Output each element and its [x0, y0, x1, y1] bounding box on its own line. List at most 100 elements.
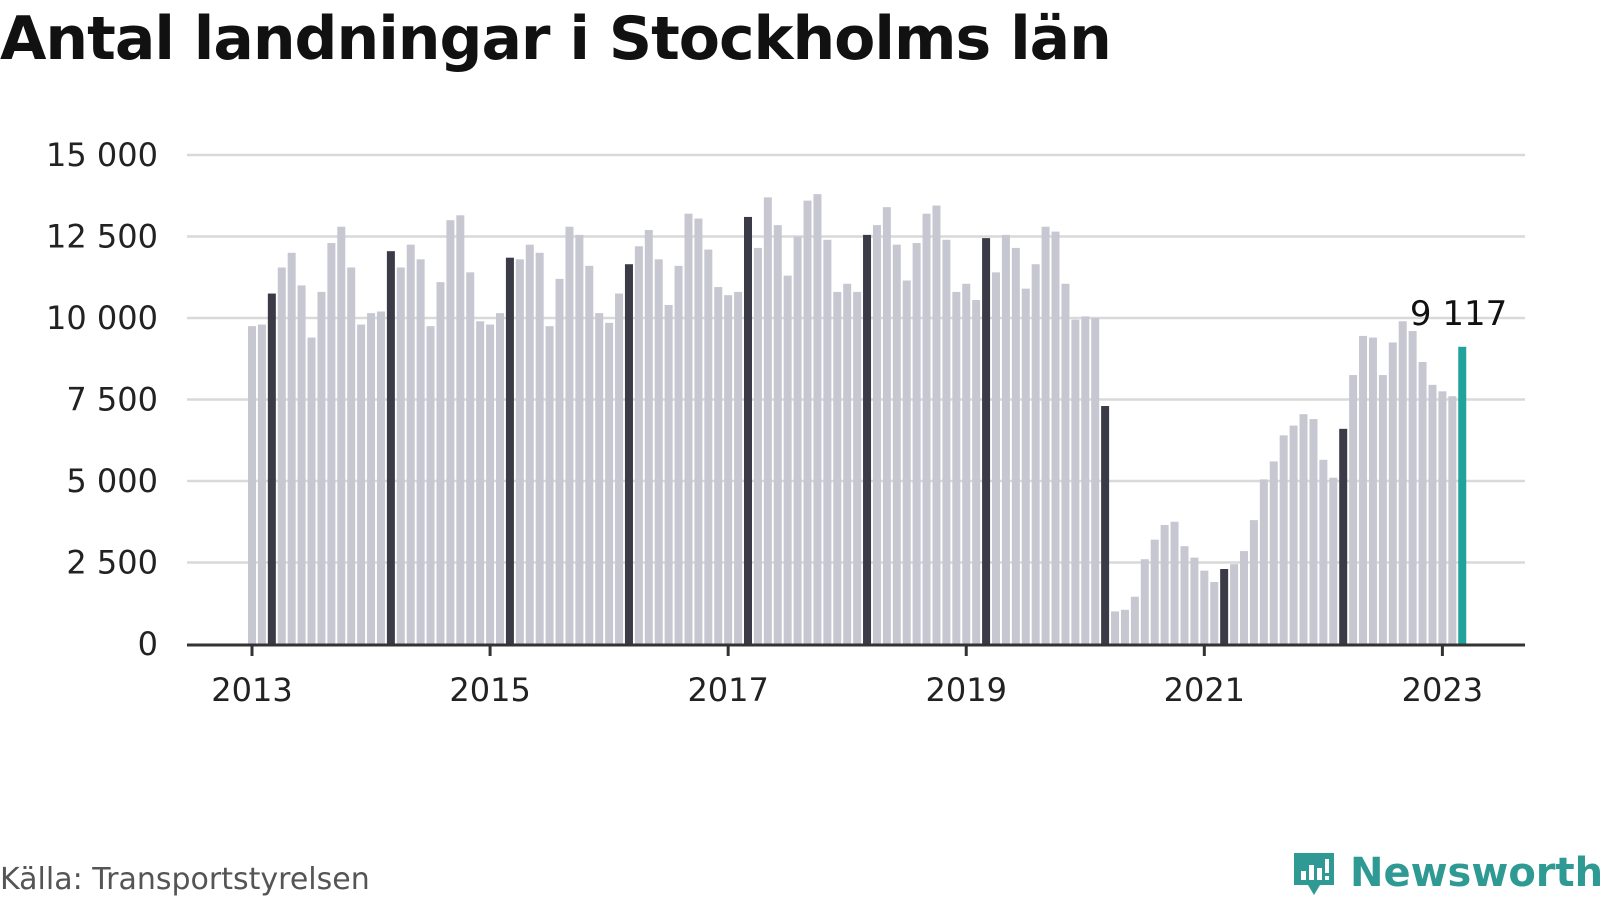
- bar: [813, 194, 822, 644]
- bar: [744, 216, 752, 644]
- bar: [624, 264, 633, 644]
- bar: [972, 300, 981, 644]
- x-tick-label: 2013: [211, 671, 292, 709]
- y-tick-label: 2 500: [66, 544, 158, 582]
- bar: [456, 215, 465, 644]
- bar: [1259, 479, 1268, 644]
- bar: [833, 291, 842, 644]
- bar: [1170, 521, 1179, 644]
- y-tick-label: 10 000: [46, 299, 158, 337]
- bar: [1001, 234, 1010, 644]
- bar: [952, 291, 961, 644]
- bar: [1101, 406, 1110, 644]
- bar: [1160, 525, 1169, 644]
- bar: [892, 244, 901, 644]
- bar: [1319, 459, 1328, 644]
- bar: [1220, 569, 1229, 644]
- bar: [555, 278, 564, 644]
- bar: [773, 225, 782, 644]
- bar: [872, 225, 881, 644]
- bar: [912, 243, 921, 644]
- bar: [416, 259, 425, 644]
- bar: [446, 220, 455, 644]
- bar: [823, 239, 832, 644]
- bar: [1071, 319, 1080, 644]
- y-tick-label: 12 500: [46, 218, 158, 256]
- bar: [1359, 335, 1368, 644]
- y-tick-label: 0: [138, 625, 158, 663]
- bar: [724, 295, 733, 644]
- bar: [1210, 582, 1219, 644]
- axes: [187, 643, 1525, 656]
- bar-series: [248, 194, 1467, 645]
- bar: [535, 252, 544, 645]
- bar: [863, 234, 872, 644]
- bar: [386, 251, 395, 645]
- bar: [1140, 559, 1149, 644]
- bar: [1388, 342, 1397, 644]
- y-tick-label: 15 000: [46, 136, 158, 174]
- bar: [882, 207, 891, 644]
- y-tick-label: 7 500: [66, 381, 158, 419]
- bar: [1051, 231, 1060, 645]
- bar: [1081, 316, 1090, 644]
- bar: [1021, 288, 1030, 644]
- bar: [515, 259, 524, 644]
- bar: [1309, 419, 1318, 644]
- bar: [992, 272, 1000, 644]
- newsworthy-chart-bubble-icon: [1294, 853, 1334, 895]
- bar: [357, 324, 366, 644]
- x-tick-label: 2023: [1402, 671, 1483, 709]
- tick-labels: 0 2 500 5 000 7 500 10 000 12 500 15 000 2013 20…: [46, 136, 1507, 709]
- bar: [257, 324, 266, 644]
- bar: [853, 291, 862, 644]
- bar: [694, 218, 703, 644]
- bar: [317, 291, 326, 644]
- brand-name: Newsworthy: [1350, 850, 1600, 896]
- bar: [367, 313, 376, 644]
- bar: [1230, 564, 1239, 644]
- bar: [734, 291, 743, 644]
- bar: [684, 213, 693, 644]
- bar: [982, 238, 991, 644]
- bar: [436, 282, 445, 644]
- bar: [902, 280, 911, 644]
- bar: [644, 229, 653, 645]
- source-note: Källa: Transportstyrelsen: [0, 862, 370, 897]
- bar: [1339, 428, 1348, 644]
- bar: [505, 257, 514, 644]
- bar: [1418, 362, 1427, 644]
- bar: [1398, 321, 1407, 644]
- bar: [1448, 396, 1457, 644]
- bar: [1120, 609, 1129, 644]
- page-title: Antal landningar i Stockholms län: [0, 4, 1112, 74]
- bar: [1378, 375, 1387, 644]
- bar: [1249, 520, 1258, 644]
- bar: [1368, 337, 1377, 644]
- bar: [1240, 551, 1248, 644]
- x-tick-label: 2017: [687, 671, 768, 709]
- bar: [1150, 539, 1159, 644]
- bar: [1200, 570, 1209, 644]
- bar: [605, 322, 614, 644]
- bar: [922, 213, 931, 644]
- bar: [1269, 461, 1278, 644]
- bar-latest: [1458, 346, 1467, 644]
- bar: [674, 265, 683, 644]
- bar: [932, 205, 941, 644]
- bar: [1438, 391, 1447, 644]
- bar: [595, 313, 604, 644]
- bar: [1061, 283, 1070, 644]
- bar: [575, 234, 584, 644]
- bar: [1111, 611, 1120, 644]
- bar: [376, 311, 385, 644]
- bar: [793, 236, 802, 644]
- bar: [1091, 318, 1100, 644]
- bar: [1428, 384, 1437, 644]
- brand-logo[interactable]: Newsworthy: [1290, 843, 1600, 903]
- bar: [297, 285, 306, 644]
- bar: [753, 247, 762, 644]
- bar: [347, 267, 356, 644]
- bar: [803, 200, 812, 644]
- bar: [664, 304, 673, 644]
